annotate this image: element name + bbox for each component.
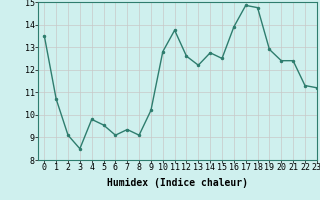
X-axis label: Humidex (Indice chaleur): Humidex (Indice chaleur) [107, 178, 248, 188]
